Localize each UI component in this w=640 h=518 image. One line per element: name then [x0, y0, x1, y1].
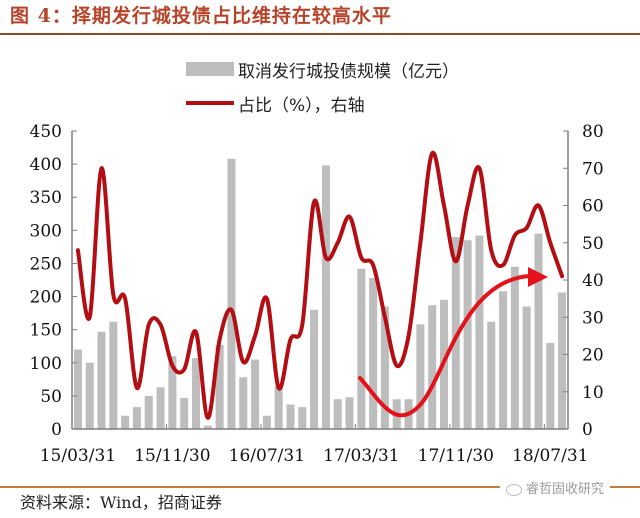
bar — [156, 387, 165, 429]
bar — [416, 324, 425, 429]
bar — [191, 358, 201, 429]
svg-text:18/07/31: 18/07/31 — [512, 446, 588, 466]
bar — [475, 235, 484, 429]
footer-divider — [0, 486, 640, 488]
legend-line-label: 占比（%），右轴 — [238, 95, 365, 116]
svg-text:17/11/30: 17/11/30 — [418, 446, 494, 466]
bar — [73, 349, 82, 429]
svg-text:50: 50 — [40, 387, 62, 407]
legend: 取消发行城投债规模（亿元） 占比（%），右轴 — [186, 52, 459, 120]
svg-text:350: 350 — [30, 188, 62, 208]
arrow-head-icon — [528, 267, 548, 287]
figure-title: 图 4：择期发行城投债占比维持在较高水平 — [10, 5, 392, 27]
svg-text:80: 80 — [582, 122, 604, 142]
axes — [71, 130, 569, 430]
legend-item-bar: 取消发行城投债规模（亿元） — [186, 52, 459, 86]
x-axis-labels: 15/03/31 15/11/30 16/07/31 17/03/31 17/11/30… — [40, 446, 589, 466]
watermark: 睿哲固收研究 — [500, 478, 611, 497]
bar — [333, 399, 342, 429]
svg-text:15/11/30: 15/11/30 — [134, 446, 210, 466]
svg-text:20: 20 — [582, 346, 604, 366]
svg-text:10: 10 — [582, 383, 604, 403]
bar — [121, 415, 130, 429]
chart-canvas: 0 50 100 150 200 250 300 350 400 450 0 10 20 30 40 50 6… — [30, 122, 604, 466]
bar — [251, 359, 260, 429]
right-axis-labels: 0 10 20 30 40 50 60 70 80 — [582, 122, 604, 440]
share-line — [75, 150, 565, 420]
svg-text:50: 50 — [582, 234, 604, 254]
bar — [262, 415, 271, 429]
bar — [428, 305, 437, 429]
bar — [380, 306, 389, 429]
svg-text:0: 0 — [582, 420, 593, 440]
bar — [286, 404, 295, 429]
legend-bar-label: 取消发行城投债规模（亿元） — [238, 61, 459, 82]
bar — [534, 233, 543, 429]
svg-text:0: 0 — [51, 420, 62, 440]
bar — [203, 425, 212, 429]
bar — [85, 362, 94, 429]
bar-swatch-icon — [186, 62, 234, 76]
svg-text:400: 400 — [30, 155, 62, 175]
svg-text:30: 30 — [582, 308, 604, 328]
bar — [274, 385, 283, 429]
bar — [522, 306, 531, 429]
bar — [227, 158, 236, 429]
bar — [144, 395, 153, 429]
bar — [345, 397, 354, 429]
bar-series — [73, 158, 567, 430]
watermark-text: 睿哲固收研究 — [526, 482, 605, 497]
svg-text:40: 40 — [582, 271, 604, 291]
left-axis-labels: 0 50 100 150 200 250 300 350 400 450 — [30, 122, 62, 440]
svg-text:17/03/31: 17/03/31 — [323, 446, 399, 466]
bar — [239, 377, 248, 429]
bar — [463, 240, 472, 429]
bar — [180, 397, 189, 429]
trend-arrow — [358, 274, 532, 418]
bar — [510, 266, 519, 429]
source-note: 资料来源：Wind，招商证券 — [20, 493, 222, 512]
bar — [132, 407, 141, 429]
bar — [298, 407, 307, 429]
svg-text:250: 250 — [30, 254, 62, 274]
legend-item-line: 占比（%），右轴 — [186, 86, 459, 120]
bar — [451, 236, 460, 429]
svg-text:70: 70 — [582, 159, 604, 179]
svg-text:100: 100 — [30, 354, 62, 374]
bar — [558, 292, 567, 429]
svg-text:300: 300 — [30, 221, 62, 241]
bar — [321, 165, 330, 430]
bar — [97, 331, 106, 429]
svg-text:15/03/31: 15/03/31 — [40, 446, 116, 466]
svg-text:450: 450 — [30, 122, 62, 142]
svg-text:60: 60 — [582, 197, 604, 217]
title-divider — [0, 33, 640, 35]
bar — [215, 344, 224, 429]
line-swatch-icon — [186, 101, 234, 105]
bar — [487, 321, 496, 429]
svg-text:16/07/31: 16/07/31 — [229, 446, 305, 466]
bar — [546, 342, 555, 429]
bar — [168, 356, 177, 429]
bar — [369, 278, 378, 429]
bar — [499, 291, 508, 429]
bar — [357, 268, 366, 429]
wechat-icon — [506, 483, 522, 496]
svg-text:200: 200 — [30, 288, 62, 308]
bar — [310, 309, 319, 429]
svg-text:150: 150 — [30, 321, 62, 341]
bar — [109, 321, 118, 429]
